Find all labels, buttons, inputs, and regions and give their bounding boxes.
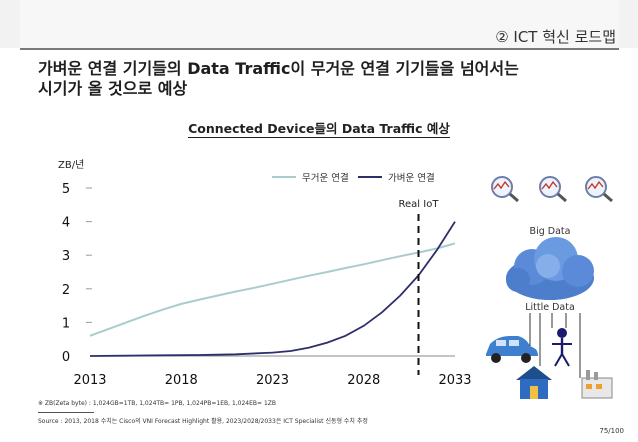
unit-footnote: ※ ZB(Zeta byte) : 1,024GB=1TB, 1,024TB= … (38, 400, 277, 407)
headline-line-2: 시기가 올 것으로 예상 (38, 79, 188, 98)
legend-label-1: 무거운 연결 (302, 173, 349, 184)
magnifier-icon (491, 176, 519, 203)
footnote-divider (38, 412, 94, 413)
x-tick-label: 2028 (347, 373, 380, 388)
header-panel (20, 0, 619, 48)
chart-title: Connected Device들의 Data Traffic 예상 (188, 121, 450, 138)
y-axis-label: ZB/년 (58, 159, 84, 171)
page-number: 75/100 (599, 427, 624, 435)
x-tick-label: 2018 (165, 373, 198, 388)
series-line-2 (89, 221, 456, 357)
legend-label-2: 가벼운 연결 (388, 172, 435, 184)
series-line-1 (89, 242, 456, 337)
chart-title-wrapper: Connected Device들의 Data Traffic 예상 (0, 118, 638, 138)
factory-icon (581, 370, 613, 399)
headline-line-1: 가벼운 연결 기기들의 Data Traffic이 무거운 연결 기기들을 넘어… (38, 59, 519, 78)
big-data-label: Big Data (530, 226, 571, 237)
magnifier-icon (585, 176, 613, 203)
source-footnote: Source : 2013, 2018 수치는 Cisco의 VNI Forec… (38, 418, 368, 425)
house-icon (516, 366, 552, 399)
person-icon (552, 328, 572, 367)
line-chart: ZB/년 0 1 2 3 4 5 2013 2018 2023 2028 2033 무거운 연결 가벼운 … (58, 159, 472, 388)
y-tick-label: 4 (62, 216, 70, 231)
little-data-label: Little Data (525, 302, 575, 313)
section-title: ② ICT 혁신 로드맵 (495, 28, 616, 46)
y-tick-label: 0 (62, 350, 70, 365)
y-tick-label: 2 (62, 283, 70, 298)
header-divider (20, 48, 619, 50)
x-tick-label: 2023 (256, 373, 289, 388)
data-flow-diagram: Big Data Little Data (486, 176, 613, 399)
x-tick-label: 2033 (438, 373, 471, 388)
y-tick-label: 3 (62, 249, 70, 264)
x-tick-label: 2013 (73, 373, 106, 388)
magnifier-icon (539, 176, 567, 203)
cloud-icon (506, 237, 594, 300)
real-iot-label: Real IoT (399, 199, 440, 210)
headline: 가벼운 연결 기기들의 Data Traffic이 무거운 연결 기기들을 넘어… (38, 59, 598, 99)
connector-lines (529, 313, 581, 378)
car-icon (486, 336, 538, 363)
y-tick-label: 1 (62, 316, 70, 331)
y-tick-label: 5 (62, 182, 70, 197)
